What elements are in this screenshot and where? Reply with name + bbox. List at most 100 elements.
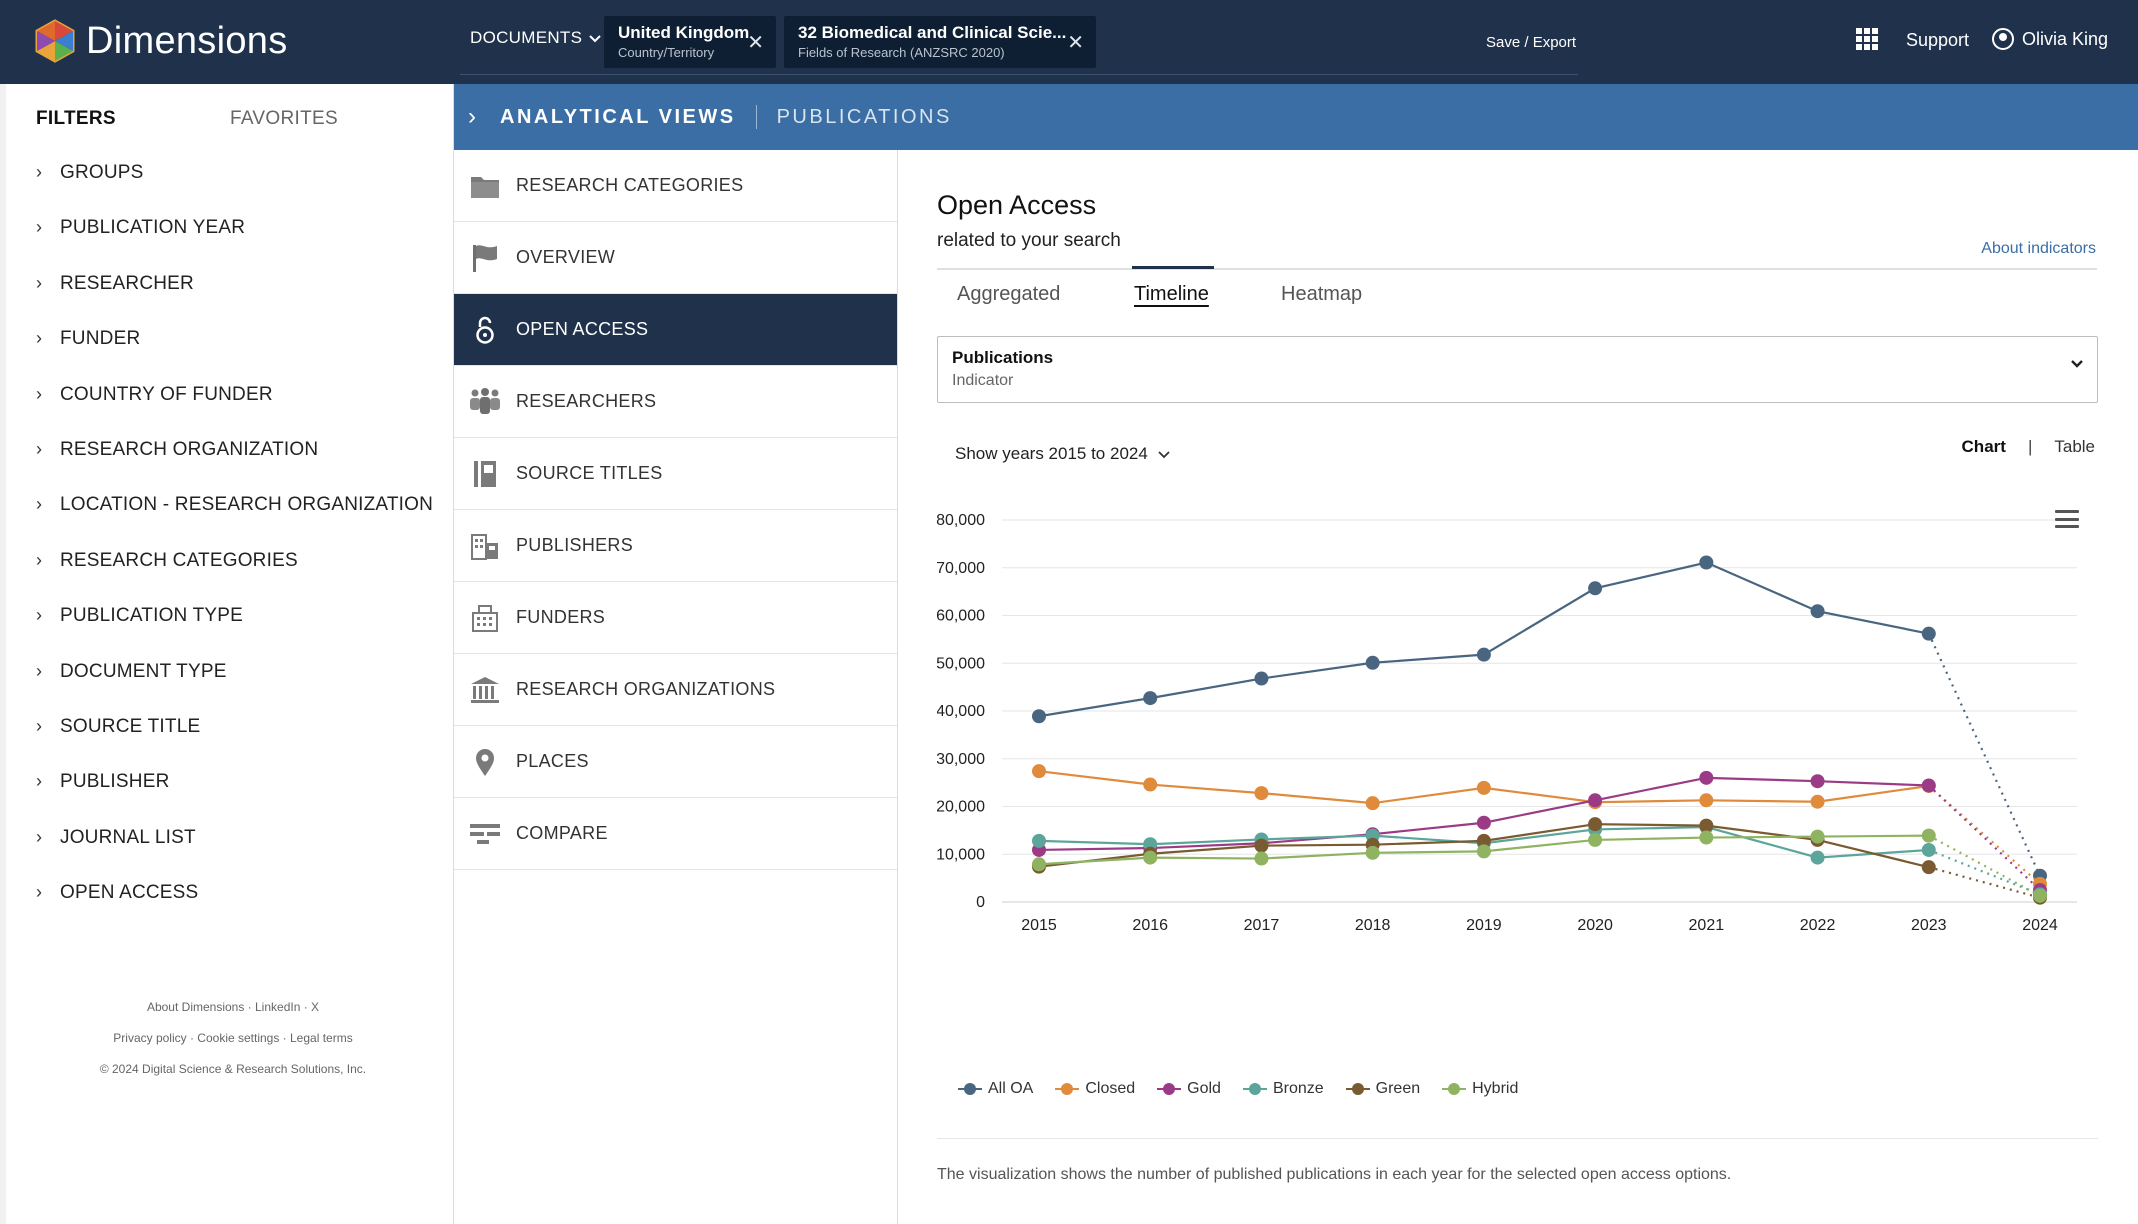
filter-item-publication-year[interactable]: › PUBLICATION YEAR: [36, 217, 433, 272]
nav-item-funders[interactable]: FUNDERS: [454, 582, 897, 654]
nav-item-source-titles[interactable]: SOURCE TITLES: [454, 438, 897, 510]
filter-label: PUBLISHER: [60, 771, 170, 793]
filter-chip-field-of-research[interactable]: 32 Biomedical and Clinical Scie... Field…: [784, 16, 1096, 68]
tab-favorites[interactable]: FAVORITES: [230, 108, 338, 129]
map-pin-icon: [468, 747, 502, 777]
y-tick-label: 60,000: [937, 608, 985, 625]
data-point: [1143, 850, 1158, 865]
filter-item-document-type[interactable]: › DOCUMENT TYPE: [36, 661, 433, 716]
indicator-select[interactable]: Publications Indicator: [937, 336, 2098, 403]
analytical-views-title: ANALYTICAL VIEWS: [500, 105, 736, 128]
y-tick-label: 50,000: [937, 655, 985, 672]
filter-item-funder[interactable]: › FUNDER: [36, 328, 433, 383]
filter-label: LOCATION - RESEARCH ORGANIZATION: [60, 494, 434, 516]
legend-item[interactable]: All OA: [958, 1080, 1033, 1098]
filter-item-research-organization[interactable]: › RESEARCH ORGANIZATION: [36, 439, 433, 494]
chevron-right-icon: ›: [36, 882, 43, 903]
about-indicators-link[interactable]: About indicators: [1981, 240, 2096, 257]
x-tick-label: 2023: [1911, 917, 1947, 934]
data-point: [1143, 777, 1158, 792]
filter-item-source-title[interactable]: › SOURCE TITLE: [36, 716, 433, 771]
analytical-views-nav: RESEARCH CATEGORIES OVERVIEW OPEN ACCESS…: [454, 150, 898, 1224]
legend-item[interactable]: Bronze: [1242, 1080, 1324, 1098]
active-tab-indicator: [1132, 266, 1214, 269]
chevron-right-icon: ›: [36, 272, 43, 293]
logo-text: Dimensions: [86, 19, 288, 62]
data-point: [2033, 888, 2047, 903]
series-line-partial: [1928, 848, 2041, 896]
data-point: [1699, 555, 1714, 570]
support-link[interactable]: Support: [1906, 30, 1970, 50]
view-chart-button[interactable]: Chart: [1961, 437, 2006, 456]
top-bar: Dimensions DOCUMENTS United Kingdom Coun…: [0, 0, 2138, 84]
data-point: [1921, 860, 1936, 875]
nav-item-researchers[interactable]: RESEARCHERS: [454, 366, 897, 438]
filter-list: › GROUPS › PUBLICATION YEAR › RESEARCHER › F…: [36, 162, 433, 937]
nav-item-research-categories[interactable]: RESEARCH CATEGORIES: [454, 150, 897, 222]
series-line-partial: [1928, 784, 2041, 891]
legend-item[interactable]: Hybrid: [1442, 1080, 1518, 1098]
user-menu[interactable]: Olivia King: [1992, 28, 2108, 50]
filter-label: RESEARCH ORGANIZATION: [60, 438, 319, 460]
view-table-button[interactable]: Table: [2054, 437, 2095, 456]
filter-label: DOCUMENT TYPE: [60, 660, 227, 682]
nav-item-compare[interactable]: COMPARE: [454, 798, 897, 870]
legend-swatch: [1157, 1082, 1182, 1096]
filter-label: RESEARCH CATEGORIES: [60, 549, 298, 571]
flag-icon: [468, 243, 502, 273]
filter-item-location-research-organization[interactable]: › LOCATION - RESEARCH ORGANIZATION: [36, 494, 433, 549]
documents-dropdown[interactable]: DOCUMENTS: [470, 28, 602, 48]
nav-item-research-organizations[interactable]: RESEARCH ORGANIZATIONS: [454, 654, 897, 726]
legend-label: Gold: [1187, 1080, 1221, 1097]
filter-chip-country[interactable]: United Kingdom Country/Territory ✕: [604, 16, 776, 68]
chevron-right-icon: ›: [36, 383, 43, 404]
years-range-dropdown[interactable]: Show years 2015 to 2024: [955, 444, 1171, 464]
x-tick-label: 2022: [1800, 917, 1836, 934]
data-point: [1588, 817, 1603, 832]
nav-item-places[interactable]: PLACES: [454, 726, 897, 798]
chart-menu-icon[interactable]: [2055, 510, 2079, 528]
footer-links-legal[interactable]: Privacy policy · Cookie settings · Legal…: [113, 1031, 353, 1045]
chevron-right-icon: ›: [36, 549, 43, 570]
data-point: [1254, 851, 1269, 866]
chevron-right-icon: ›: [36, 494, 43, 515]
data-point: [1032, 764, 1046, 779]
filter-item-open-access[interactable]: › OPEN ACCESS: [36, 882, 433, 937]
nav-item-open-access[interactable]: OPEN ACCESS: [454, 294, 897, 366]
nav-item-publishers[interactable]: PUBLISHERS: [454, 510, 897, 582]
open-lock-icon: [468, 315, 502, 345]
data-point: [1810, 604, 1825, 619]
filter-label: FUNDER: [60, 328, 141, 350]
dimensions-logo[interactable]: Dimensions: [32, 18, 288, 64]
filter-item-country-of-funder[interactable]: › COUNTRY OF FUNDER: [36, 384, 433, 439]
filter-item-groups[interactable]: › GROUPS: [36, 162, 433, 217]
filter-item-journal-list[interactable]: › JOURNAL LIST: [36, 827, 433, 882]
footer-links-primary[interactable]: About Dimensions · LinkedIn · X: [146, 1000, 320, 1014]
filter-item-research-categories[interactable]: › RESEARCH CATEGORIES: [36, 550, 433, 605]
legend-label: Bronze: [1272, 1080, 1324, 1097]
filter-item-publication-type[interactable]: › PUBLICATION TYPE: [36, 605, 433, 660]
close-icon[interactable]: ✕: [747, 32, 764, 54]
save-export-button[interactable]: Save / Export: [1486, 34, 1577, 51]
tab-aggregated[interactable]: Aggregated: [957, 283, 1061, 305]
apps-grid-icon[interactable]: [1856, 28, 1878, 50]
data-point: [1476, 647, 1491, 662]
legend-item[interactable]: Closed: [1055, 1080, 1135, 1098]
tab-filters[interactable]: FILTERS: [36, 108, 116, 129]
close-icon[interactable]: ✕: [1067, 32, 1084, 54]
nav-item-overview[interactable]: OVERVIEW: [454, 222, 897, 294]
data-point: [1254, 786, 1269, 801]
filter-item-publisher[interactable]: › PUBLISHER: [36, 771, 433, 826]
filter-label: RESEARCHER: [60, 272, 194, 294]
series-line-partial: [1927, 633, 2041, 877]
data-point: [1699, 818, 1714, 833]
filter-item-researcher[interactable]: › RESEARCHER: [36, 273, 433, 328]
tab-heatmap[interactable]: Heatmap: [1281, 283, 1363, 305]
chip-subtitle: Fields of Research (ANZSRC 2020): [798, 45, 1005, 60]
tab-timeline[interactable]: Timeline: [1134, 283, 1209, 305]
data-point: [1254, 671, 1269, 686]
chevron-right-icon[interactable]: ›: [468, 103, 476, 130]
legend-item[interactable]: Green: [1345, 1080, 1420, 1098]
legend-item[interactable]: Gold: [1157, 1080, 1221, 1098]
